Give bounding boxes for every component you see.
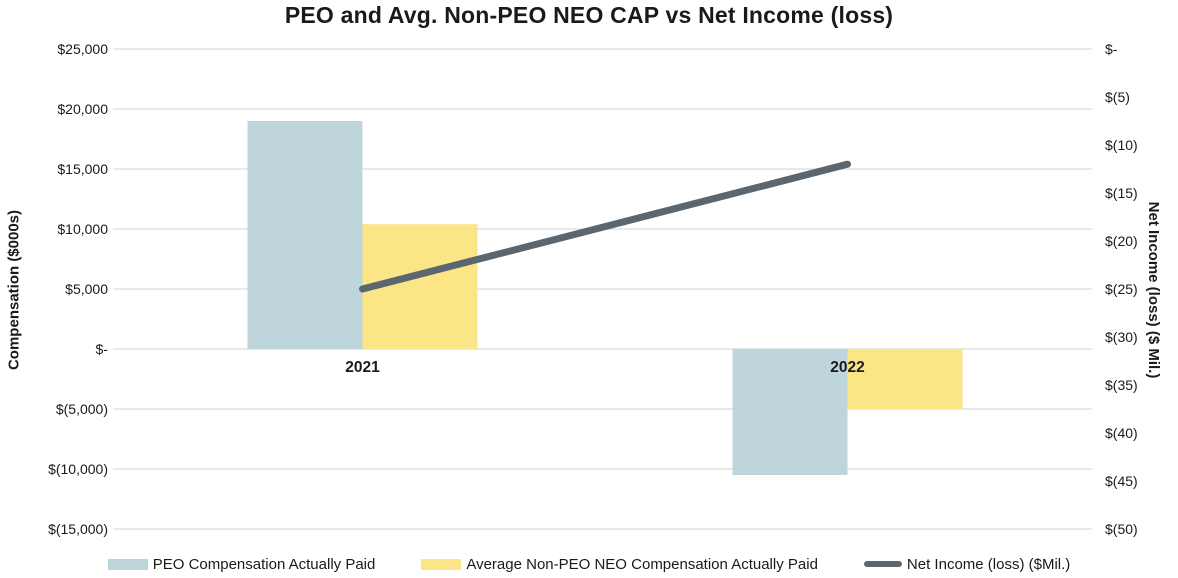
legend-swatch-nonpeo — [421, 558, 462, 570]
left-tick-label: $15,000 — [57, 161, 108, 177]
left-tick-label: $(5,000) — [56, 401, 108, 417]
left-tick-label: $(15,000) — [48, 521, 108, 537]
right-tick-label: $(20) — [1105, 233, 1138, 249]
legend-label-peo: PEO Compensation Actually Paid — [152, 555, 376, 573]
chart-title: PEO and Avg. Non-PEO NEO CAP vs Net Inco… — [284, 2, 894, 28]
bar-peo-2021 — [247, 121, 363, 349]
legend-swatch-peo — [107, 558, 148, 570]
right-tick-label: $(50) — [1105, 521, 1138, 537]
legend-label-netincome: Net Income (loss) ($Mil.) — [906, 555, 1071, 573]
right-tick-label: $(5) — [1105, 89, 1130, 105]
left-tick-label: $20,000 — [57, 101, 108, 117]
left-tick-label: $25,000 — [57, 41, 108, 57]
right-tick-label: $(10) — [1105, 137, 1138, 153]
right-tick-label: $(45) — [1105, 473, 1138, 489]
net-income-line — [359, 160, 851, 293]
right-tick-label: $(40) — [1105, 425, 1138, 441]
right-tick-label: $(15) — [1105, 185, 1138, 201]
right-tick-label: $(30) — [1105, 329, 1138, 345]
left-tick-label: $- — [96, 341, 109, 357]
bar-peo-2022 — [732, 349, 848, 475]
bar-nonpeo-2022 — [847, 349, 963, 409]
category-label-2021: 2021 — [345, 359, 380, 376]
legend-label-nonpeo: Average Non-PEO NEO Compensation Actuall… — [466, 555, 818, 573]
right-tick-label: $(35) — [1105, 377, 1138, 393]
legend-item-netincome: Net Income (loss) ($Mil.) — [863, 555, 1071, 573]
category-label-2022: 2022 — [830, 359, 864, 376]
left-tick-label: $5,000 — [65, 281, 108, 297]
legend-item-nonpeo: Average Non-PEO NEO Compensation Actuall… — [421, 556, 818, 573]
legend-item-peo: PEO Compensation Actually Paid — [107, 555, 376, 573]
legend: PEO Compensation Actually Paid Average N… — [0, 552, 1178, 576]
right-tick-label: $- — [1105, 41, 1118, 57]
left-tick-label: $10,000 — [57, 221, 108, 237]
left-tick-label: $(10,000) — [48, 461, 108, 477]
legend-swatch-netincome-line — [863, 561, 902, 567]
right-tick-label: $(25) — [1105, 281, 1138, 297]
